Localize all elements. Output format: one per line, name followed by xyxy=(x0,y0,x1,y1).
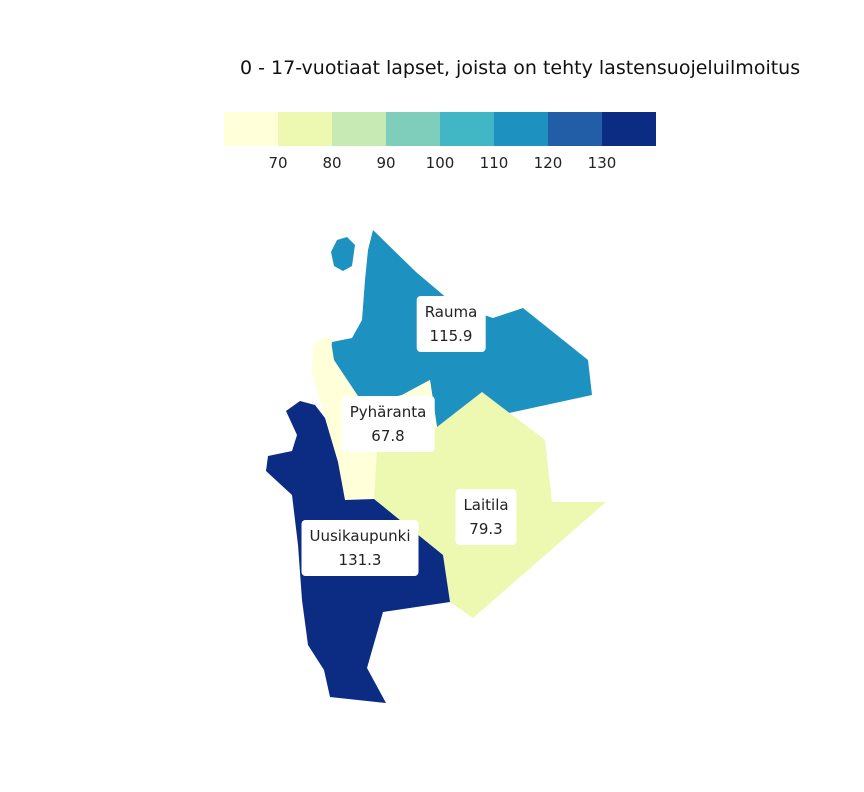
legend-tick: 70 xyxy=(268,154,288,172)
region-label-pyharanta: Pyhäranta 67.8 xyxy=(341,396,435,452)
legend-swatch xyxy=(440,112,494,146)
region-value: 67.8 xyxy=(371,427,405,445)
legend-tick: 100 xyxy=(425,154,455,172)
color-legend xyxy=(224,112,656,146)
region-label-uusikaupunki: Uusikaupunki 131.3 xyxy=(301,520,419,576)
region-rauma-island xyxy=(331,237,355,271)
legend-swatch xyxy=(278,112,332,146)
legend-swatch xyxy=(494,112,548,146)
region-label-rauma: Rauma 115.9 xyxy=(416,296,486,352)
region-name: Uusikaupunki xyxy=(309,527,411,545)
region-label-laitila: Laitila 79.3 xyxy=(455,489,517,545)
region-name: Rauma xyxy=(424,303,478,321)
region-value: 79.3 xyxy=(469,520,503,538)
region-name: Pyhäranta xyxy=(349,403,427,421)
legend-tick: 110 xyxy=(479,154,509,172)
region-value: 115.9 xyxy=(429,327,473,345)
legend-swatch xyxy=(602,112,656,146)
map-title: 0 - 17-vuotiaat lapset, joista on tehty … xyxy=(240,57,801,79)
legend-swatch xyxy=(332,112,386,146)
legend-ticks: 70 80 90 100 110 120 130 xyxy=(224,154,664,174)
legend-tick: 120 xyxy=(533,154,563,172)
legend-tick: 80 xyxy=(322,154,342,172)
legend-swatch xyxy=(548,112,602,146)
region-name: Laitila xyxy=(463,496,509,514)
legend-tick: 130 xyxy=(587,154,617,172)
legend-swatch xyxy=(386,112,440,146)
legend-swatch xyxy=(224,112,278,146)
region-value: 131.3 xyxy=(338,551,382,569)
legend-tick: 90 xyxy=(376,154,396,172)
